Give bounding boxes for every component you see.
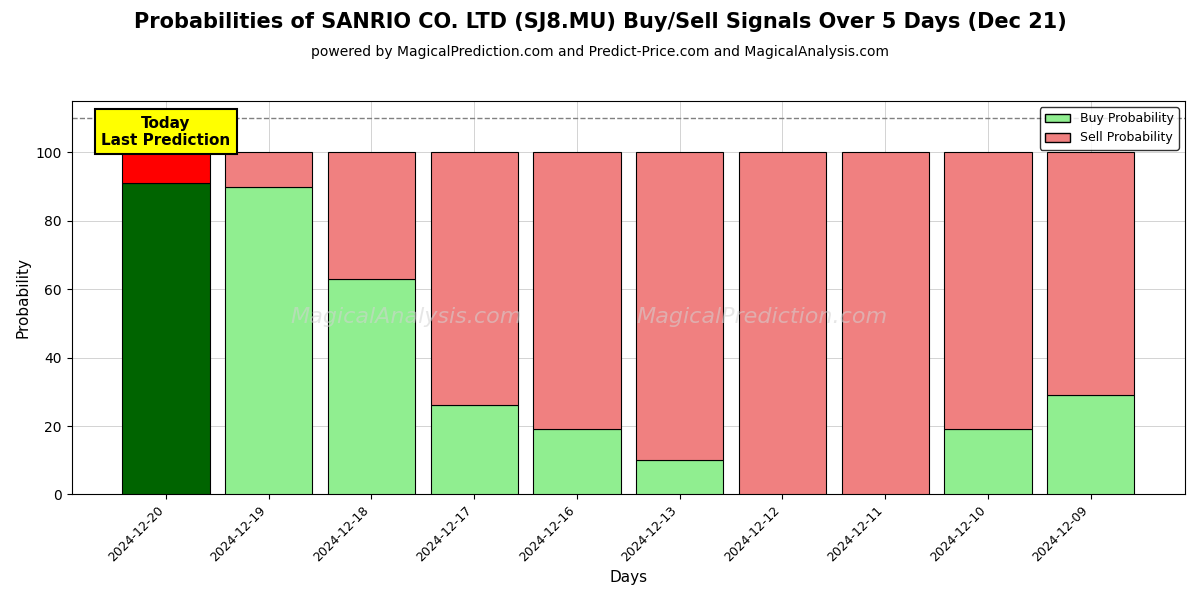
Bar (636, 152, 724, 460)
Bar (1048, 395, 1134, 494)
Legend: Buy Probability, Sell Probability: Buy Probability, Sell Probability (1040, 107, 1178, 149)
Text: powered by MagicalPrediction.com and Predict-Price.com and MagicalAnalysis.com: powered by MagicalPrediction.com and Pre… (311, 45, 889, 59)
Text: Today
Last Prediction: Today Last Prediction (101, 116, 230, 148)
Bar (328, 279, 415, 494)
Bar (226, 187, 312, 494)
Bar (328, 152, 415, 279)
Bar (739, 152, 826, 494)
Text: MagicalAnalysis.com: MagicalAnalysis.com (290, 307, 521, 328)
Text: MagicalPrediction.com: MagicalPrediction.com (636, 307, 888, 328)
Bar (636, 460, 724, 494)
Bar (944, 430, 1032, 494)
Text: Probabilities of SANRIO CO. LTD (SJ8.MU) Buy/Sell Signals Over 5 Days (Dec 21): Probabilities of SANRIO CO. LTD (SJ8.MU)… (133, 12, 1067, 32)
Bar (431, 152, 518, 406)
Bar (122, 183, 210, 494)
Bar (841, 152, 929, 494)
Y-axis label: Probability: Probability (16, 257, 30, 338)
Bar (533, 152, 620, 430)
Bar (533, 430, 620, 494)
Bar (122, 152, 210, 183)
Bar (1048, 152, 1134, 395)
X-axis label: Days: Days (610, 570, 647, 585)
Bar (431, 406, 518, 494)
Bar (226, 152, 312, 187)
Bar (944, 152, 1032, 430)
